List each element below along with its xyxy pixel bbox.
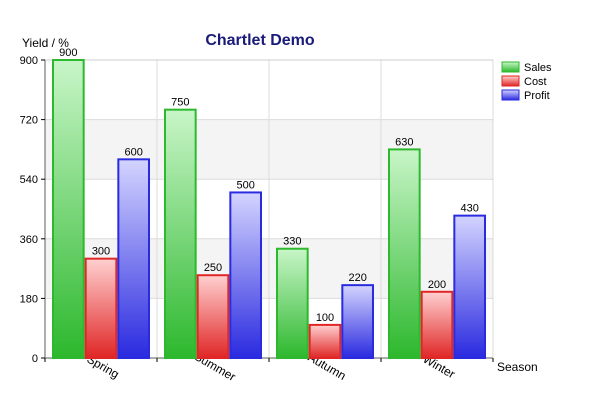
bar-sales-winter — [388, 148, 421, 359]
data-label: 630 — [395, 136, 413, 148]
legend: Sales Cost Profit — [501, 61, 552, 102]
data-label: 430 — [460, 203, 478, 215]
data-label: 330 — [283, 236, 301, 248]
legend-label-profit: Profit — [524, 90, 550, 102]
bar-profit-summer — [229, 191, 262, 359]
data-label: 250 — [204, 262, 222, 274]
bar-cost-spring — [84, 257, 118, 359]
legend-swatch-profit — [501, 89, 520, 101]
bars — [52, 59, 487, 360]
data-labels: 900 300 600 750 250 500 330 100 220 630 200 430 — [59, 47, 479, 324]
data-label: 900 — [59, 47, 77, 59]
legend-label-sales: Sales — [524, 62, 552, 74]
y-tick-label: 360 — [20, 234, 38, 246]
legend-swatch-sales — [501, 61, 520, 73]
data-label: 200 — [428, 279, 446, 291]
data-label: 600 — [124, 146, 142, 158]
data-label: 300 — [92, 246, 110, 258]
bar-cost-winter — [420, 290, 454, 359]
x-axis-label: Season — [497, 360, 538, 374]
bar-profit-winter — [453, 214, 487, 359]
bar-profit-spring — [117, 158, 151, 359]
data-label: 220 — [348, 272, 366, 284]
y-tick-label: 900 — [20, 55, 38, 67]
bar-sales-spring — [52, 59, 85, 359]
legend-label-cost: Cost — [524, 76, 547, 88]
legend-swatch-cost — [501, 75, 520, 87]
y-axis-label: Yield / % — [22, 36, 69, 50]
y-tick-label: 540 — [20, 174, 38, 186]
chart-title: Chartlet Demo — [205, 32, 315, 49]
bar-profit-autumn — [341, 284, 375, 359]
y-tick-label: 0 — [32, 353, 38, 365]
data-label: 100 — [316, 312, 334, 324]
data-label: 750 — [171, 97, 189, 109]
bar-sales-autumn — [276, 247, 309, 360]
data-label: 500 — [236, 179, 254, 191]
bar-sales-summer — [164, 108, 197, 359]
bar-cost-autumn — [308, 323, 342, 359]
bar-cost-summer — [196, 274, 230, 360]
y-tick-label: 180 — [20, 293, 38, 305]
y-tick-label: 720 — [20, 115, 38, 127]
